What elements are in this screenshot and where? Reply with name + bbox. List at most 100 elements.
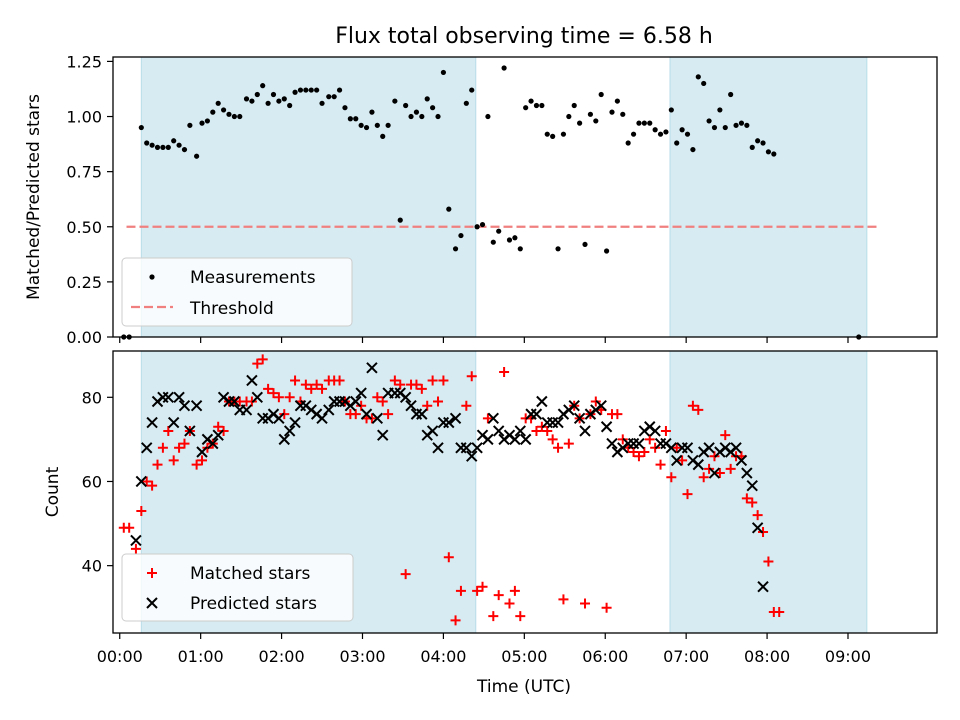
matched-star-point <box>400 569 411 580</box>
measurement-point <box>674 140 680 146</box>
matched-star-point <box>147 480 158 491</box>
measurement-point <box>276 98 282 104</box>
matched-star-point <box>450 615 461 626</box>
measurement-point <box>625 140 631 146</box>
bottom-shaded-intervals <box>140 350 868 634</box>
matched-star-point <box>422 400 433 411</box>
measurement-point <box>397 217 403 223</box>
measurement-point <box>292 89 298 95</box>
measurement-point <box>314 87 320 93</box>
measurement-point <box>249 98 255 104</box>
matched-star-point <box>547 434 558 445</box>
measurement-point <box>566 113 572 120</box>
measurement-point <box>154 144 161 150</box>
predicted-star-point <box>492 425 505 437</box>
measurement-point <box>358 122 364 128</box>
predicted-star-point <box>735 454 748 467</box>
predicted-star-point <box>708 467 721 479</box>
measurement-point <box>446 206 452 212</box>
legend-x-marker <box>146 597 158 609</box>
predicted-star-point <box>207 437 219 450</box>
predicted-star-point <box>196 446 208 458</box>
measurement-point <box>506 237 513 243</box>
matched-star-point <box>482 413 493 424</box>
matched-star-point <box>433 396 444 407</box>
measurement-point <box>215 100 221 106</box>
matched-star-point <box>774 606 785 617</box>
matched-star-point <box>416 383 427 394</box>
predicted-star-point <box>173 391 185 404</box>
predicted-star-point <box>316 412 328 425</box>
measurement-point <box>287 102 293 109</box>
x-tick-label: 02:00 <box>259 647 305 666</box>
x-tick-label: 07:00 <box>663 647 709 666</box>
matched-star-point <box>671 442 682 453</box>
predicted-star-point <box>141 442 153 454</box>
matched-star-point <box>306 383 317 394</box>
predicted-star-point <box>432 442 444 454</box>
measurement-point <box>160 144 166 150</box>
measurement-point <box>254 91 260 98</box>
x-tick-label: 04:00 <box>420 647 466 666</box>
shaded-interval-2 <box>669 350 868 634</box>
predicted-star-point <box>487 412 500 425</box>
predicted-star-point <box>665 442 678 454</box>
x-tick-label: 03:00 <box>339 647 385 666</box>
measurement-point <box>679 127 685 133</box>
predicted-star-point <box>167 416 180 429</box>
measurement-point <box>363 124 370 131</box>
predicted-star-point <box>751 522 764 534</box>
predicted-star-point <box>162 391 175 404</box>
measurement-point <box>380 133 386 139</box>
measurement-point <box>474 224 480 230</box>
measurement-point <box>342 105 348 111</box>
top-y-tick-label: 1.00 <box>66 108 102 127</box>
measurement-point <box>647 120 653 126</box>
matched-star-point <box>509 585 520 596</box>
chart-title: Flux total observing time = 6.58 h <box>335 24 713 49</box>
matched-star-point <box>655 459 666 470</box>
measurement-point <box>755 138 761 144</box>
top-y-tick-label: 0.75 <box>66 163 102 182</box>
measurement-point <box>435 113 441 120</box>
predicted-star-point <box>251 391 264 404</box>
matched-star-point <box>693 404 704 415</box>
matched-star-point <box>687 400 698 411</box>
matched-star-point <box>752 510 763 521</box>
predicted-star-point <box>212 429 224 441</box>
measurement-point <box>458 232 464 239</box>
predicted-star-point <box>366 362 378 374</box>
measurement-point <box>771 151 777 157</box>
predicted-star-point <box>600 421 613 433</box>
measurement-point <box>620 111 626 117</box>
matched-star-point <box>174 442 185 453</box>
top-axes: 0.00 0.25 0.50 0.75 1.00 1.25 <box>66 52 938 347</box>
shaded-interval-2 <box>669 56 868 338</box>
matched-star-point <box>628 447 639 458</box>
predicted-star-point <box>530 408 543 420</box>
measurement-point <box>501 65 507 71</box>
measurement-point <box>347 116 353 122</box>
matched-star-point <box>553 442 564 453</box>
predicted-star-point <box>746 479 758 492</box>
matched-star-point <box>666 472 677 483</box>
legend-dot-marker <box>149 274 155 280</box>
measurement-point <box>706 118 712 124</box>
measurement-point <box>496 228 502 234</box>
measurement-point <box>749 144 755 150</box>
measurement-point <box>392 98 398 104</box>
matched-star-point <box>558 594 569 605</box>
measurement-point <box>528 98 534 104</box>
predicted-star-point <box>466 450 478 462</box>
matched-star-point <box>152 459 163 470</box>
predicted-star-point <box>377 429 389 441</box>
matched-star-point <box>372 392 383 403</box>
bottom-legend: Matched stars Predicted stars <box>121 553 354 622</box>
matched-star-point <box>268 388 279 399</box>
measurement-point <box>369 109 375 115</box>
legend-box <box>121 257 353 327</box>
predicted-star-point <box>289 416 301 429</box>
measurement-point <box>194 153 200 159</box>
predicted-star-point <box>360 408 373 420</box>
predicted-star-point <box>514 425 526 437</box>
